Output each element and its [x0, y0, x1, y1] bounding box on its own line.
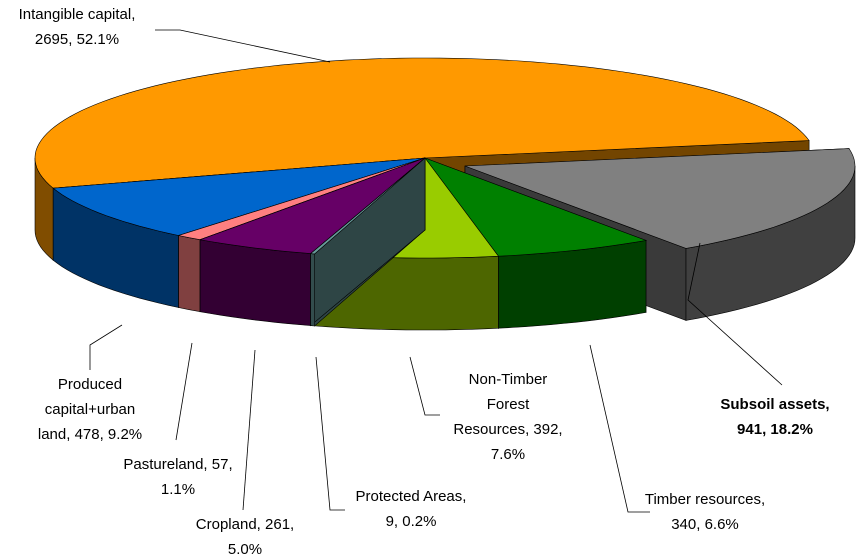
- data-label: Non-Timber: [469, 371, 548, 388]
- slice-top: [309, 157, 426, 255]
- leader-line: [315, 356, 345, 511]
- data-label: capital+urban: [45, 401, 135, 418]
- slice-wall: [199, 239, 311, 326]
- leader-line: [687, 242, 783, 386]
- data-label: 7.6%: [491, 446, 525, 463]
- leader-line: [155, 29, 331, 63]
- slice-wall: [310, 253, 315, 327]
- data-label: 5.0%: [228, 541, 262, 555]
- data-label: Protected Areas,: [356, 488, 467, 505]
- leader-line: [589, 344, 650, 513]
- leader-line: [89, 324, 123, 370]
- data-label: 9, 0.2%: [386, 513, 437, 530]
- slice-top: [464, 148, 856, 249]
- data-label: land, 478, 9.2%: [38, 426, 142, 443]
- leader-line: [409, 356, 440, 416]
- slice-top: [34, 57, 810, 189]
- data-label: Pastureland, 57,: [123, 456, 232, 473]
- data-label: Resources, 392,: [453, 421, 562, 438]
- data-label: Produced: [58, 376, 122, 393]
- slice-wall: [178, 235, 201, 313]
- data-label: Cropland, 261,: [196, 516, 294, 533]
- data-label: 340, 6.6%: [671, 516, 739, 533]
- data-label: 941, 18.2%: [737, 421, 813, 438]
- data-label: Intangible capital,: [19, 6, 136, 23]
- data-label: 2695, 52.1%: [35, 31, 119, 48]
- leader-line: [175, 342, 193, 441]
- data-label: Subsoil assets,: [720, 396, 829, 413]
- leader-line: [242, 349, 256, 511]
- data-label: 1.1%: [161, 481, 195, 498]
- slice-top: [198, 157, 426, 254]
- data-label: Timber resources,: [645, 491, 765, 508]
- slice-top: [52, 157, 426, 236]
- data-label: Forest: [487, 396, 530, 413]
- slice: [309, 157, 426, 327]
